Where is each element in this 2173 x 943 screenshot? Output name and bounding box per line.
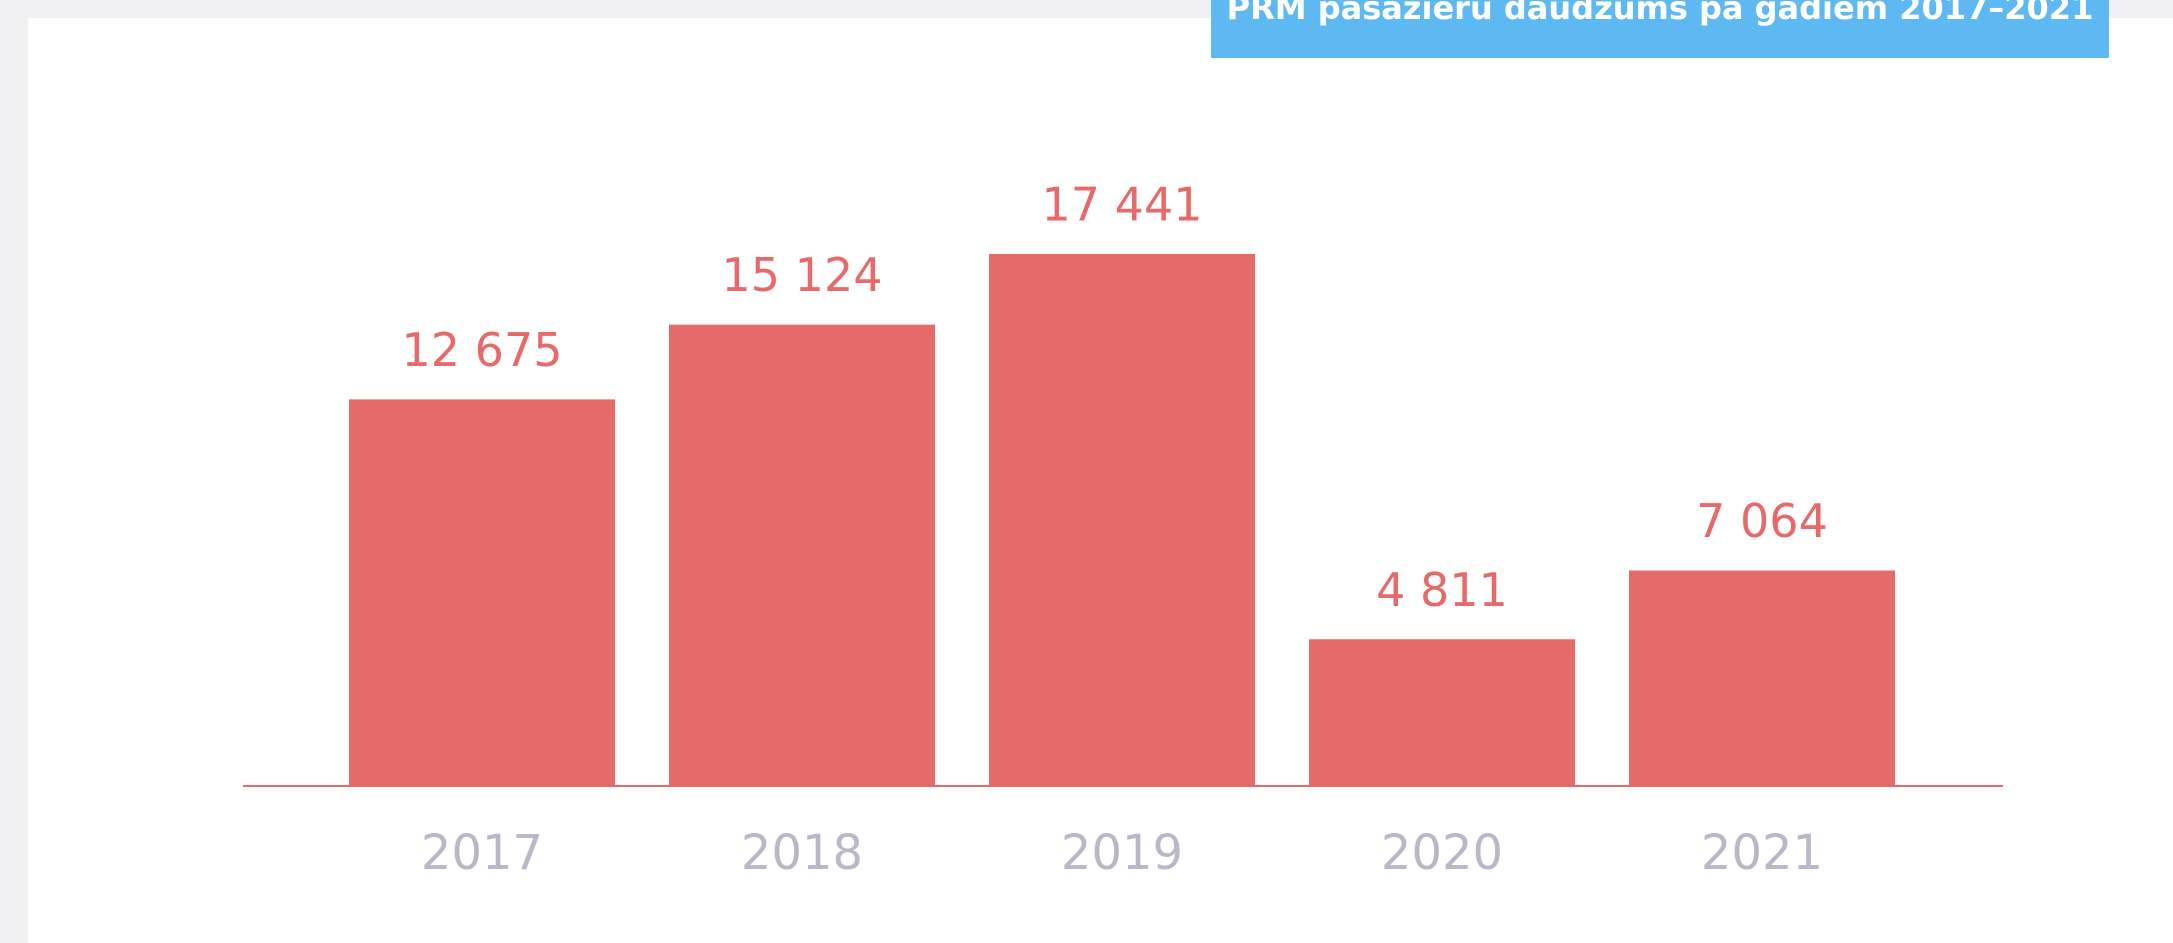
bar [349, 399, 615, 786]
x-tick-label: 2017 [421, 825, 543, 881]
bar [1309, 639, 1575, 786]
x-tick-label: 2018 [741, 825, 863, 881]
bar [989, 254, 1255, 786]
x-tick-label: 2019 [1061, 825, 1183, 881]
chart-title: PRM pasažieru daudzums pa gadiem 2017–20… [1227, 0, 2094, 27]
value-label: 12 675 [402, 323, 563, 377]
x-tick-label: 2020 [1381, 825, 1503, 881]
value-label: 15 124 [722, 248, 883, 302]
value-label: 4 811 [1376, 563, 1508, 617]
x-tick-label: 2021 [1701, 825, 1823, 881]
value-label: 7 064 [1696, 494, 1828, 548]
bar [669, 324, 935, 786]
bar [1629, 570, 1895, 786]
value-label: 17 441 [1042, 178, 1203, 232]
title-box [1211, 0, 2109, 58]
